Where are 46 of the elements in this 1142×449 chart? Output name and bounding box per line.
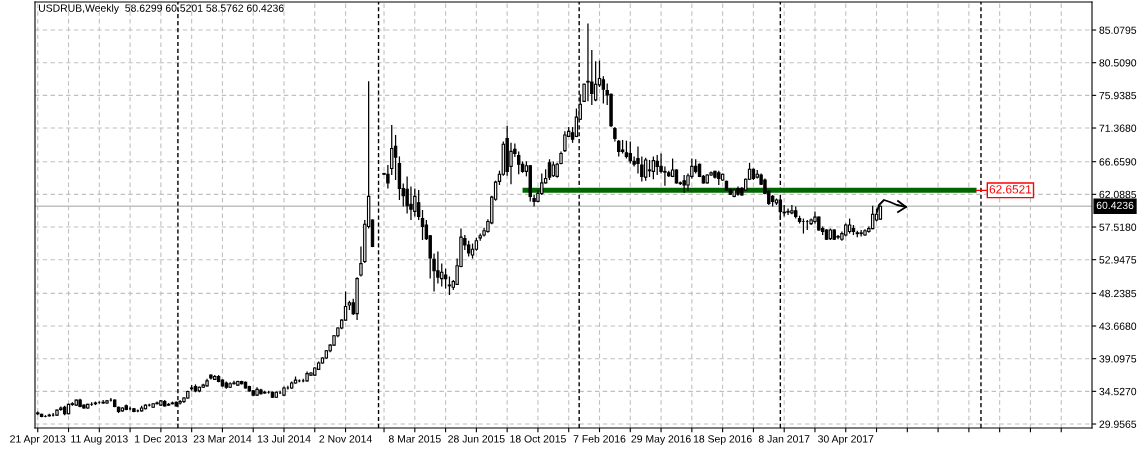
candlestick <box>655 154 659 176</box>
x-tick-label: 8 Jan 2017 <box>758 435 810 443</box>
candlestick <box>601 75 606 105</box>
x-tick-label: 1 Dec 2013 <box>135 435 188 443</box>
y-tick-label: 34.5270 <box>1099 387 1137 396</box>
chart-title: USDRUB,Weekly 58.6299 60.5201 58.5762 60.4236 <box>38 4 284 14</box>
x-tick-label: 23 Mar 2014 <box>193 435 252 443</box>
candlestick <box>586 22 590 102</box>
y-tick-label: 43.6680 <box>1099 322 1137 330</box>
candlestick <box>643 157 648 182</box>
x-tick-label: 13 Jul 2014 <box>257 434 311 443</box>
y-tick-label: 62.0885 <box>1099 190 1137 199</box>
candlestick <box>420 209 425 241</box>
candlestick <box>563 130 567 153</box>
y-tick-label: 29.9565 <box>1099 420 1137 428</box>
y-tick-label: 52.9475 <box>1099 256 1137 264</box>
candlestick <box>393 134 398 181</box>
x-tick-label: 2 Nov 2014 <box>319 435 372 443</box>
candlestick <box>786 207 790 216</box>
candlestick <box>651 155 656 180</box>
y-tick-label: 66.6590 <box>1099 158 1137 166</box>
candlestick <box>443 267 448 290</box>
candlestick <box>859 229 863 238</box>
candlestick <box>593 60 598 102</box>
y-tick-label: 71.3680 <box>1099 124 1137 132</box>
candlestick <box>413 187 417 218</box>
x-tick-label: 7 Feb 2016 <box>573 434 626 443</box>
x-tick-label: 11 Aug 2013 <box>71 435 128 445</box>
x-tick-label: 18 Oct 2015 <box>510 435 566 443</box>
y-tick-label: 48.2385 <box>1099 289 1137 298</box>
x-tick-label: 30 Apr 2017 <box>818 435 874 445</box>
x-tick-label: 29 May 2016 <box>631 435 691 445</box>
y-tick-label: 57.5180 <box>1099 223 1137 231</box>
y-tick-label: 39.0975 <box>1099 355 1137 363</box>
candlestick <box>416 189 421 221</box>
y-tick-label: 75.9385 <box>1099 91 1137 100</box>
y-tick-label: 85.0795 <box>1099 26 1137 34</box>
annotation: 62.6521 <box>989 185 1032 194</box>
ref-line-label: 60.4236 <box>1096 201 1134 210</box>
candlestick <box>628 140 632 165</box>
candlestick <box>509 142 513 185</box>
x-tick-label: 28 Jun 2015 <box>448 435 505 443</box>
y-tick-label: 80.5090 <box>1099 59 1137 67</box>
x-tick-label: 18 Sep 2016 <box>693 435 752 445</box>
x-tick-label: 8 Mar 2015 <box>388 435 441 443</box>
x-tick-label: 21 Apr 2013 <box>10 435 66 445</box>
